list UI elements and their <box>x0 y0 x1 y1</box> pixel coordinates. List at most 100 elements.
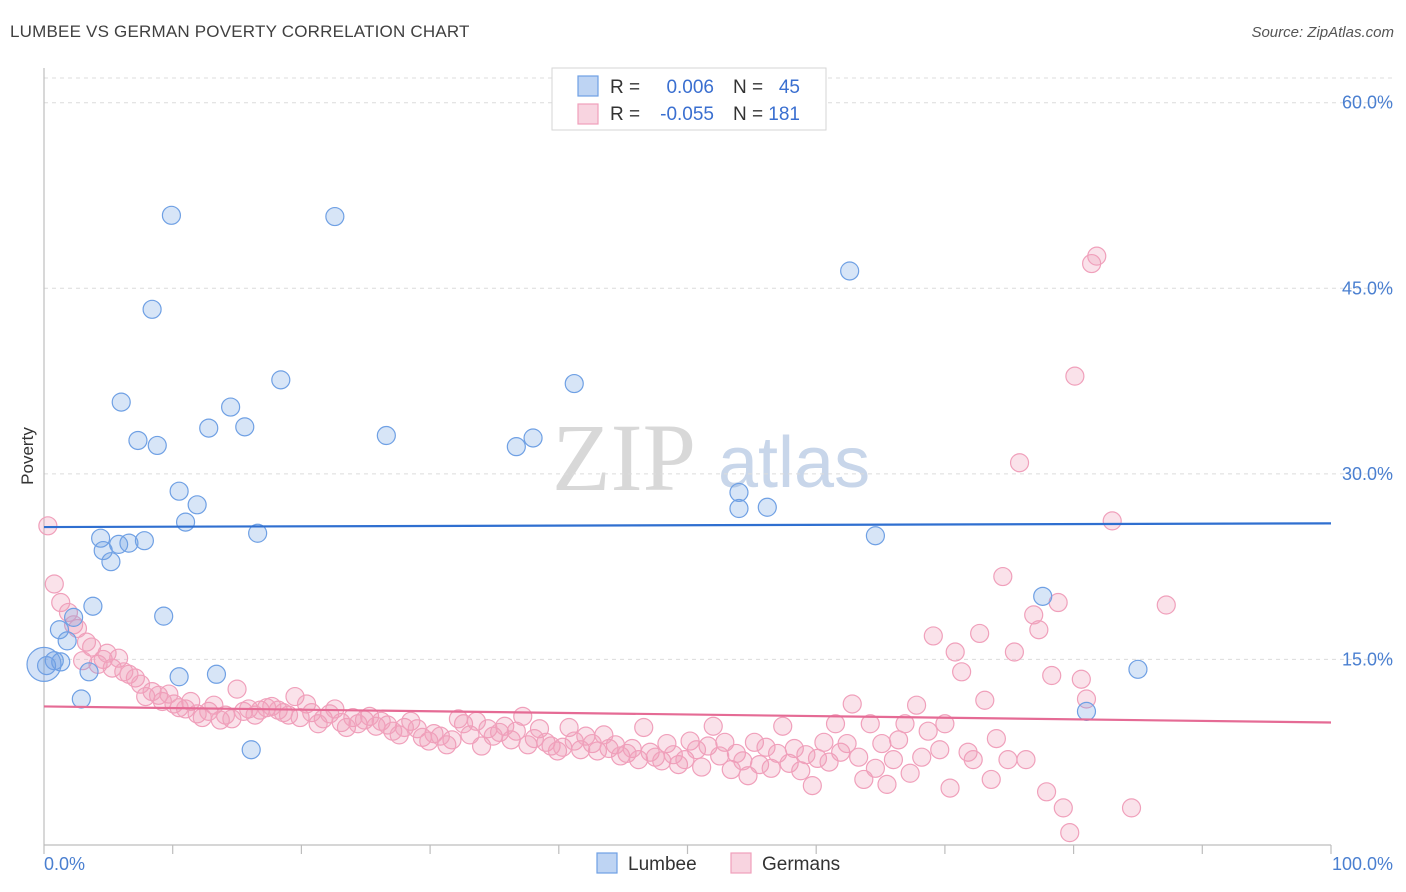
y-tick-label: 30.0% <box>1342 464 1393 484</box>
point-germans <box>883 750 904 770</box>
point-germans <box>97 643 117 663</box>
y-tick-label: 45.0% <box>1342 278 1393 298</box>
point-germans <box>906 695 927 715</box>
point-germans <box>749 754 770 775</box>
point-lumbee <box>49 620 70 640</box>
legend-r-value-germans: -0.055 <box>660 104 714 125</box>
chart-title: LUMBEE VS GERMAN POVERTY CORRELATION CHA… <box>10 22 470 41</box>
point-lumbee <box>564 373 584 394</box>
point-lumbee <box>376 425 396 446</box>
point-germans <box>756 737 776 757</box>
point-germans <box>865 758 886 778</box>
point-lumbee <box>1033 586 1053 606</box>
point-lumbee <box>506 437 526 457</box>
point-lumbee <box>729 498 749 519</box>
point-germans <box>900 763 920 783</box>
point-lumbee <box>161 205 182 225</box>
point-germans <box>181 691 201 712</box>
point-germans <box>1087 246 1107 266</box>
point-germans <box>930 740 950 760</box>
legend-n-label-lumbee: N = <box>733 77 763 98</box>
legend-n-label-germans: N = <box>733 104 763 125</box>
point-germans <box>854 769 874 790</box>
x-axis-ticks <box>43 845 1332 854</box>
point-germans <box>1053 798 1073 818</box>
point-germans <box>796 745 816 765</box>
point-germans <box>663 745 683 765</box>
point-germans <box>152 691 173 712</box>
point-germans <box>285 686 305 707</box>
point-germans <box>227 679 247 699</box>
point-germans <box>686 740 707 760</box>
point-germans <box>825 714 846 734</box>
point-lumbee <box>91 528 111 548</box>
legend-swatch-germans <box>577 103 599 125</box>
point-germans <box>73 651 93 671</box>
bottom-legend-label-lumbee: Lumbee <box>628 854 697 875</box>
point-germans <box>935 714 955 734</box>
point-germans <box>952 662 972 682</box>
point-germans <box>524 729 544 749</box>
point-lumbee <box>169 667 189 687</box>
point-lumbee <box>865 526 886 546</box>
trend-line-germans <box>43 705 1332 724</box>
point-germans <box>628 750 649 770</box>
point-germans <box>849 747 869 767</box>
point-lumbee <box>71 689 91 709</box>
point-germans <box>442 730 462 750</box>
point-germans <box>970 623 990 644</box>
legend-swatch-lumbee <box>577 75 599 97</box>
point-germans <box>975 690 995 710</box>
point-germans <box>703 716 723 736</box>
watermark-zip: ZIP <box>552 404 696 511</box>
point-lumbee <box>757 497 777 517</box>
point-germans <box>715 732 735 752</box>
bottom-legend-swatch-lumbee <box>596 852 618 874</box>
point-germans <box>1036 782 1057 802</box>
point-lumbee <box>154 606 174 626</box>
point-germans <box>842 694 862 714</box>
point-germans <box>233 701 254 721</box>
point-germans <box>622 738 642 759</box>
point-germans <box>1024 605 1044 625</box>
gridlines <box>44 77 1393 660</box>
point-germans <box>945 642 965 662</box>
point-germans <box>125 668 145 688</box>
point-germans <box>1042 665 1062 686</box>
point-germans <box>814 732 834 752</box>
point-lumbee <box>187 495 207 515</box>
point-germans <box>547 741 568 761</box>
point-lumbee <box>523 428 543 448</box>
point-lumbee <box>147 435 167 456</box>
point-germans <box>773 716 793 736</box>
point-lumbee <box>1128 659 1148 679</box>
legend-r-value-lumbee: 0.006 <box>666 77 714 98</box>
point-lumbee <box>241 740 261 760</box>
point-lumbee <box>128 430 148 451</box>
point-lumbee <box>221 397 241 417</box>
point-germans <box>159 684 179 704</box>
point-lumbee <box>169 481 189 501</box>
point-germans <box>513 706 533 726</box>
x-tick-label-max: 100.0% <box>1332 854 1393 874</box>
point-lumbee <box>64 607 84 627</box>
point-germans <box>657 733 677 754</box>
point-germans <box>784 738 804 759</box>
point-lumbee <box>79 662 99 682</box>
point-lumbee <box>235 417 255 437</box>
point-germans <box>738 766 758 786</box>
source-label: Source: ZipAtlas.com <box>1251 24 1394 41</box>
legend-r-label-germans: R = <box>610 104 640 125</box>
point-germans <box>1065 366 1085 386</box>
point-lumbee <box>325 206 345 227</box>
point-lumbee <box>199 418 219 438</box>
point-lumbee-large <box>26 646 62 682</box>
point-lumbee <box>248 523 268 543</box>
point-germans <box>668 754 689 775</box>
series-legend: Lumbee Germans <box>596 852 840 875</box>
x-tick-label-min: 0.0% <box>44 854 85 874</box>
point-germans <box>860 714 880 734</box>
legend-n-value-lumbee: 45 <box>779 77 800 98</box>
point-lumbee <box>142 299 162 319</box>
